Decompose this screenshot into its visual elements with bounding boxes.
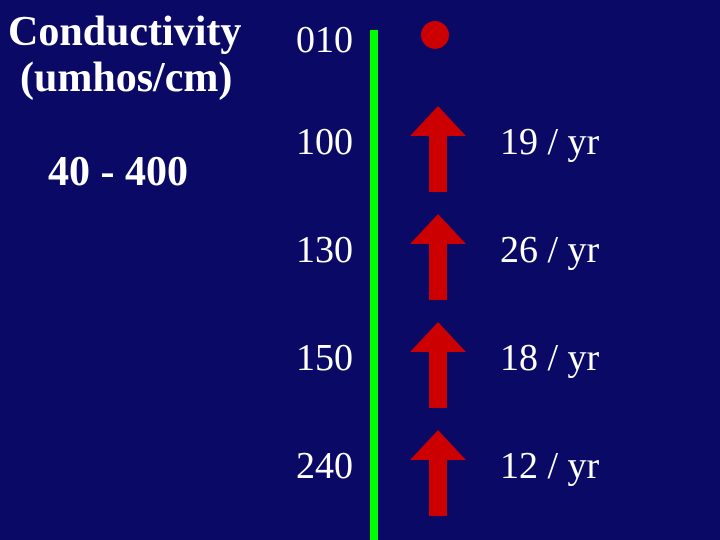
value-label: 130 — [296, 228, 353, 272]
up-arrow-icon — [410, 430, 466, 521]
metric-range-label: 40 - 400 — [48, 148, 188, 196]
value-label: 150 — [296, 336, 353, 380]
vertical-axis — [370, 30, 378, 540]
rate-label: 12 / yr — [500, 444, 599, 488]
rate-label: 18 / yr — [500, 336, 599, 380]
marker-dot-icon — [421, 21, 449, 49]
value-label: 010 — [296, 18, 353, 62]
up-arrow-icon — [410, 322, 466, 413]
metric-title-line2: (umhos/cm) — [20, 54, 232, 102]
up-arrow-icon — [410, 214, 466, 305]
value-label: 100 — [296, 120, 353, 164]
value-label: 240 — [296, 444, 353, 488]
rate-label: 26 / yr — [500, 228, 599, 272]
rate-label: 19 / yr — [500, 120, 599, 164]
up-arrow-icon — [410, 106, 466, 197]
metric-title-line1: Conductivity — [8, 8, 241, 56]
